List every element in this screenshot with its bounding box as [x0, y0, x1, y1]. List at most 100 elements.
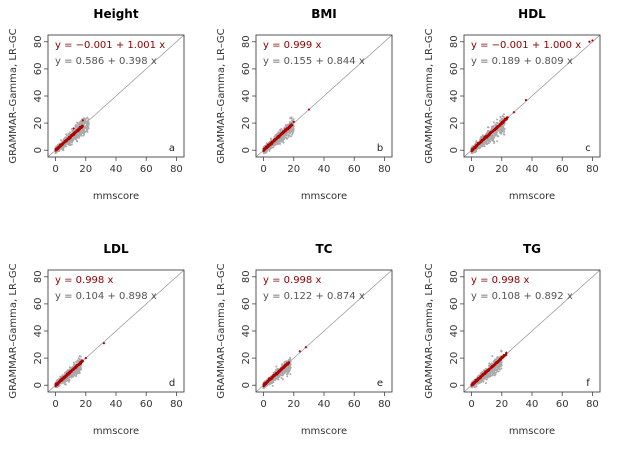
grey-point: [277, 373, 280, 376]
red-point: [60, 143, 64, 146]
grey-point: [492, 127, 495, 130]
red-point: [74, 130, 77, 134]
red-point: [502, 121, 505, 124]
grey-point: [69, 144, 72, 147]
grey-point: [83, 121, 86, 124]
x-tick-label: 80: [170, 164, 183, 175]
grey-point: [272, 381, 275, 384]
grey-point: [75, 137, 78, 140]
y-tick-label: 60: [241, 298, 252, 311]
grey-point: [78, 134, 81, 137]
y-axis-label: GRAMMAR–Gamma, LR–GC: [216, 263, 227, 398]
red-point: [279, 369, 282, 372]
red-point: [484, 136, 487, 140]
grey-point: [475, 149, 478, 152]
x-tick-label: 20: [79, 399, 92, 410]
grey-point: [87, 118, 90, 121]
grey-point: [70, 127, 73, 130]
x-tick-label: 80: [586, 164, 599, 175]
grey-point: [84, 130, 87, 133]
red-point: [70, 134, 73, 137]
x-tick-label: 60: [140, 164, 153, 175]
grey-point: [82, 134, 85, 137]
red-point: [58, 145, 61, 148]
grey-point: [289, 361, 292, 364]
grey-point: [76, 140, 79, 143]
outlier-point: [503, 117, 506, 121]
red-point: [65, 139, 68, 143]
red-point: [78, 363, 81, 366]
panel-tc: TC0 20 40 60 80020406080mmscoreGRAMMAR–Gamma…: [216, 242, 393, 437]
grey-point: [78, 372, 81, 375]
x-tick-label: 60: [348, 399, 361, 410]
grey-point: [289, 358, 292, 361]
y-tick-label: 20: [241, 352, 252, 365]
grey-point: [82, 130, 85, 133]
x-axis-label: mmscore: [509, 191, 555, 202]
y-tick-label: 0: [33, 147, 44, 153]
y-tick-label: 0: [449, 382, 460, 388]
red-point: [267, 145, 270, 148]
grey-point: [292, 129, 295, 132]
grey-point: [483, 145, 486, 148]
panel-label: a: [169, 143, 175, 154]
y-axis-label: GRAMMAR–Gamma, LR–GC: [8, 28, 19, 163]
x-tick-label: 20: [495, 399, 508, 410]
red-point: [274, 138, 278, 141]
grey-point: [288, 134, 291, 137]
equation-lr-gc: y = 0.586 + 0.398 x: [55, 56, 157, 67]
red-point: [263, 383, 266, 386]
grey-point: [486, 132, 489, 135]
y-tick-label: 20: [33, 117, 44, 130]
outlier-point: [307, 108, 310, 111]
red-point: [289, 124, 292, 127]
x-tick-label: 60: [556, 164, 569, 175]
grey-point: [289, 373, 292, 376]
grey-point: [83, 127, 86, 130]
plot-frame: [47, 269, 185, 393]
grey-point: [288, 356, 291, 359]
panel-title: Height: [93, 7, 138, 21]
red-point: [66, 373, 69, 376]
outlier-point: [292, 120, 295, 123]
grey-point: [276, 143, 279, 146]
y-tick-label: 80: [241, 270, 252, 283]
grey-point: [493, 134, 496, 137]
grey-point: [73, 364, 76, 367]
x-tick-label: 0: [52, 399, 58, 410]
x-tick-label: 40: [110, 399, 123, 410]
grey-point: [70, 139, 73, 142]
y-tick-label: 80: [33, 270, 44, 283]
red-point: [68, 138, 71, 141]
y-tick-label: 0: [449, 147, 460, 153]
grey-point: [268, 149, 271, 152]
red-point: [285, 362, 289, 365]
grey-point: [288, 131, 291, 134]
red-point: [70, 369, 73, 373]
plot-area: [256, 35, 392, 157]
x-axis-label: mmscore: [509, 426, 555, 437]
outlier-point: [591, 39, 594, 42]
grey-point: [86, 116, 89, 119]
red-point: [494, 127, 497, 130]
grey-point: [501, 125, 504, 128]
grey-point: [503, 127, 506, 130]
grey-point: [287, 136, 290, 139]
grey-point: [87, 126, 90, 129]
grey-point: [477, 146, 480, 149]
grey-point: [473, 150, 476, 153]
grey-point: [85, 127, 88, 130]
grey-point: [496, 118, 499, 121]
grey-point: [486, 138, 489, 141]
red-point: [272, 138, 276, 141]
grey-point: [72, 372, 75, 375]
y-axis-label: GRAMMAR–Gamma, LR–GC: [8, 263, 19, 398]
y-tick-label: 60: [33, 298, 44, 311]
red-point: [80, 360, 84, 363]
y-tick-label: 40: [33, 325, 44, 338]
x-tick-label: 0: [260, 399, 266, 410]
